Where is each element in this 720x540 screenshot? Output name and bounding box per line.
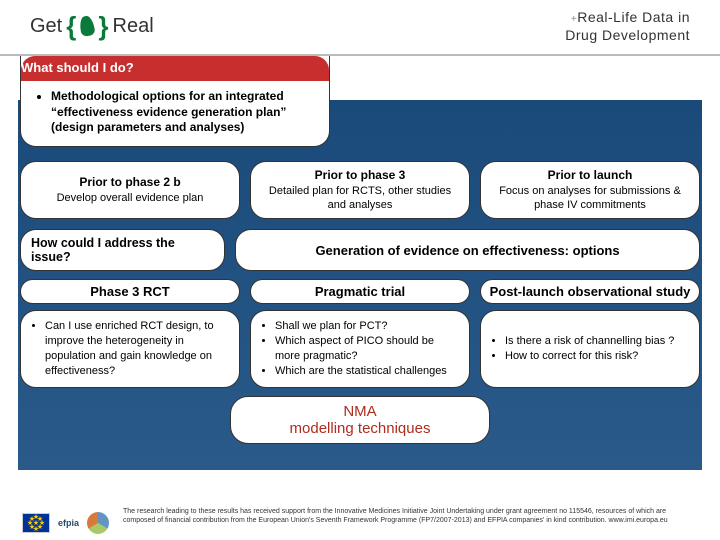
options-header-row: Phase 3 RCT Pragmatic trial Post-launch … [20, 279, 700, 304]
obs-bullet: How to correct for this risk? [505, 349, 674, 364]
what-should-i-do-header: What should I do? [21, 56, 329, 81]
pragmatic-bullet: Which aspect of PICO should be more prag… [275, 334, 459, 364]
disclaimer-text: The research leading to these results ha… [123, 508, 698, 526]
obs-bullet: Is there a risk of channelling bias ? [505, 334, 674, 349]
rct-bullet: Can I use enriched RCT design, to improv… [45, 319, 229, 378]
logo-text-real: Real [113, 15, 154, 38]
evidence-options-header: Generation of evidence on effectiveness:… [235, 229, 700, 271]
option-body-rct: Can I use enriched RCT design, to improv… [20, 310, 240, 387]
brace-open-icon: { [66, 11, 76, 42]
mid-row: How could I address the issue? Generatio… [20, 229, 700, 271]
nma-l1: NMA [241, 403, 479, 420]
footer-logos: efpia [22, 508, 109, 534]
leaf-icon [79, 15, 96, 37]
nma-l2: modelling techniques [241, 420, 479, 437]
option-header-rct: Phase 3 RCT [20, 279, 240, 304]
option-body-observational: Is there a risk of channelling bias ? Ho… [480, 310, 700, 387]
footer: efpia The research leading to these resu… [22, 508, 698, 534]
option-header-observational: Post-launch observational study [480, 279, 700, 304]
header-bar: Get { } Real +Real-Life Data in Drug Dev… [0, 0, 720, 56]
efpia-logo: efpia [58, 518, 79, 528]
how-address-issue: How could I address the issue? [20, 229, 225, 271]
phase-desc: Develop overall evidence plan [31, 191, 229, 205]
options-body-row: Can I use enriched RCT design, to improv… [20, 310, 700, 387]
logo-getreal: Get { } Real [30, 11, 154, 42]
methodology-bullet: Methodological options for an integrated… [51, 89, 317, 136]
logo-text-get: Get [30, 15, 62, 38]
phase-title: Prior to phase 3 [261, 168, 459, 184]
brace-close-icon: } [98, 11, 108, 42]
phase-row: Prior to phase 2 b Develop overall evide… [20, 161, 700, 219]
eu-flag-icon [22, 513, 50, 533]
phase-desc: Focus on analyses for submissions & phas… [491, 184, 689, 213]
phase-card-launch: Prior to launch Focus on analyses for su… [480, 161, 700, 219]
phase-title: Prior to launch [491, 168, 689, 184]
phase-card-2b: Prior to phase 2 b Develop overall evide… [20, 161, 240, 219]
pragmatic-bullet: Shall we plan for PCT? [275, 319, 459, 334]
imi-logo-icon [87, 512, 109, 534]
option-header-pragmatic: Pragmatic trial [250, 279, 470, 304]
phase-card-3: Prior to phase 3 Detailed plan for RCTS,… [250, 161, 470, 219]
what-should-i-do-body: Methodological options for an integrated… [21, 81, 329, 146]
nma-card: NMA modelling techniques [230, 396, 490, 444]
main-content: What should I do? Methodological options… [0, 56, 720, 443]
option-body-pragmatic: Shall we plan for PCT? Which aspect of P… [250, 310, 470, 387]
tagline-l2: Drug Development [565, 27, 690, 43]
logo-tagline: +Real-Life Data in Drug Development [565, 8, 690, 44]
phase-title: Prior to phase 2 b [31, 175, 229, 191]
phase-desc: Detailed plan for RCTS, other studies an… [261, 184, 459, 213]
what-should-i-do-card: What should I do? Methodological options… [20, 56, 330, 147]
pragmatic-bullet: Which are the statistical challenges [275, 364, 459, 379]
tagline-l1: Real-Life Data in [577, 9, 690, 25]
